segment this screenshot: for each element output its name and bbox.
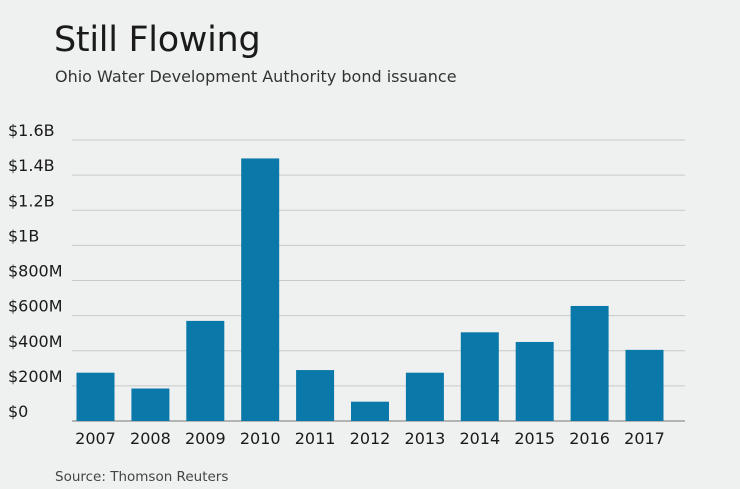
x-tick-label: 2008 [130,429,171,448]
x-tick-label: 2010 [240,429,281,448]
x-tick-label: 2013 [405,429,446,448]
bar-2016 [570,305,609,421]
x-tick-label: 2014 [459,429,500,448]
y-tick-label: $1B [8,226,39,245]
bars [76,158,664,422]
x-tick-label: 2016 [569,429,610,448]
x-axis-labels: 2007 2008 2009 2010 2011 2012 2013 2014 2015 2016… [75,429,665,448]
bar-2014 [460,332,499,421]
x-tick-label: 2015 [514,429,555,448]
bar-2009 [186,320,225,421]
y-tick-label: $1.4B [8,156,55,175]
y-tick-label: $600M [8,297,63,316]
bar-2017 [625,349,664,421]
y-tick-label: $800M [8,262,63,281]
bar-2008 [131,388,170,421]
x-tick-label: 2009 [185,429,226,448]
x-tick-label: 2012 [350,429,391,448]
bar-2013 [405,372,444,421]
y-axis-labels: $0 $200M $400M $600M $800M $1B $1.2B $1.4B $1.6B [8,121,63,421]
y-tick-label: $400M [8,332,63,351]
chart-title: Still Flowing [54,20,261,60]
chart-subtitle: Ohio Water Development Authority bond is… [55,67,457,86]
x-tick-label: 2017 [624,429,665,448]
bar-2011 [296,370,335,421]
bar-2015 [515,341,554,421]
y-tick-label: $1.2B [8,191,55,210]
bar-2012 [351,401,389,421]
bar-2007 [76,372,115,421]
y-tick-label: $0 [8,402,28,421]
bar-2010 [241,158,280,422]
x-tick-label: 2011 [295,429,336,448]
x-tick-label: 2007 [75,429,116,448]
source-note: Source: Thomson Reuters [55,469,229,485]
y-tick-label: $1.6B [8,121,55,140]
y-tick-label: $200M [8,367,63,386]
